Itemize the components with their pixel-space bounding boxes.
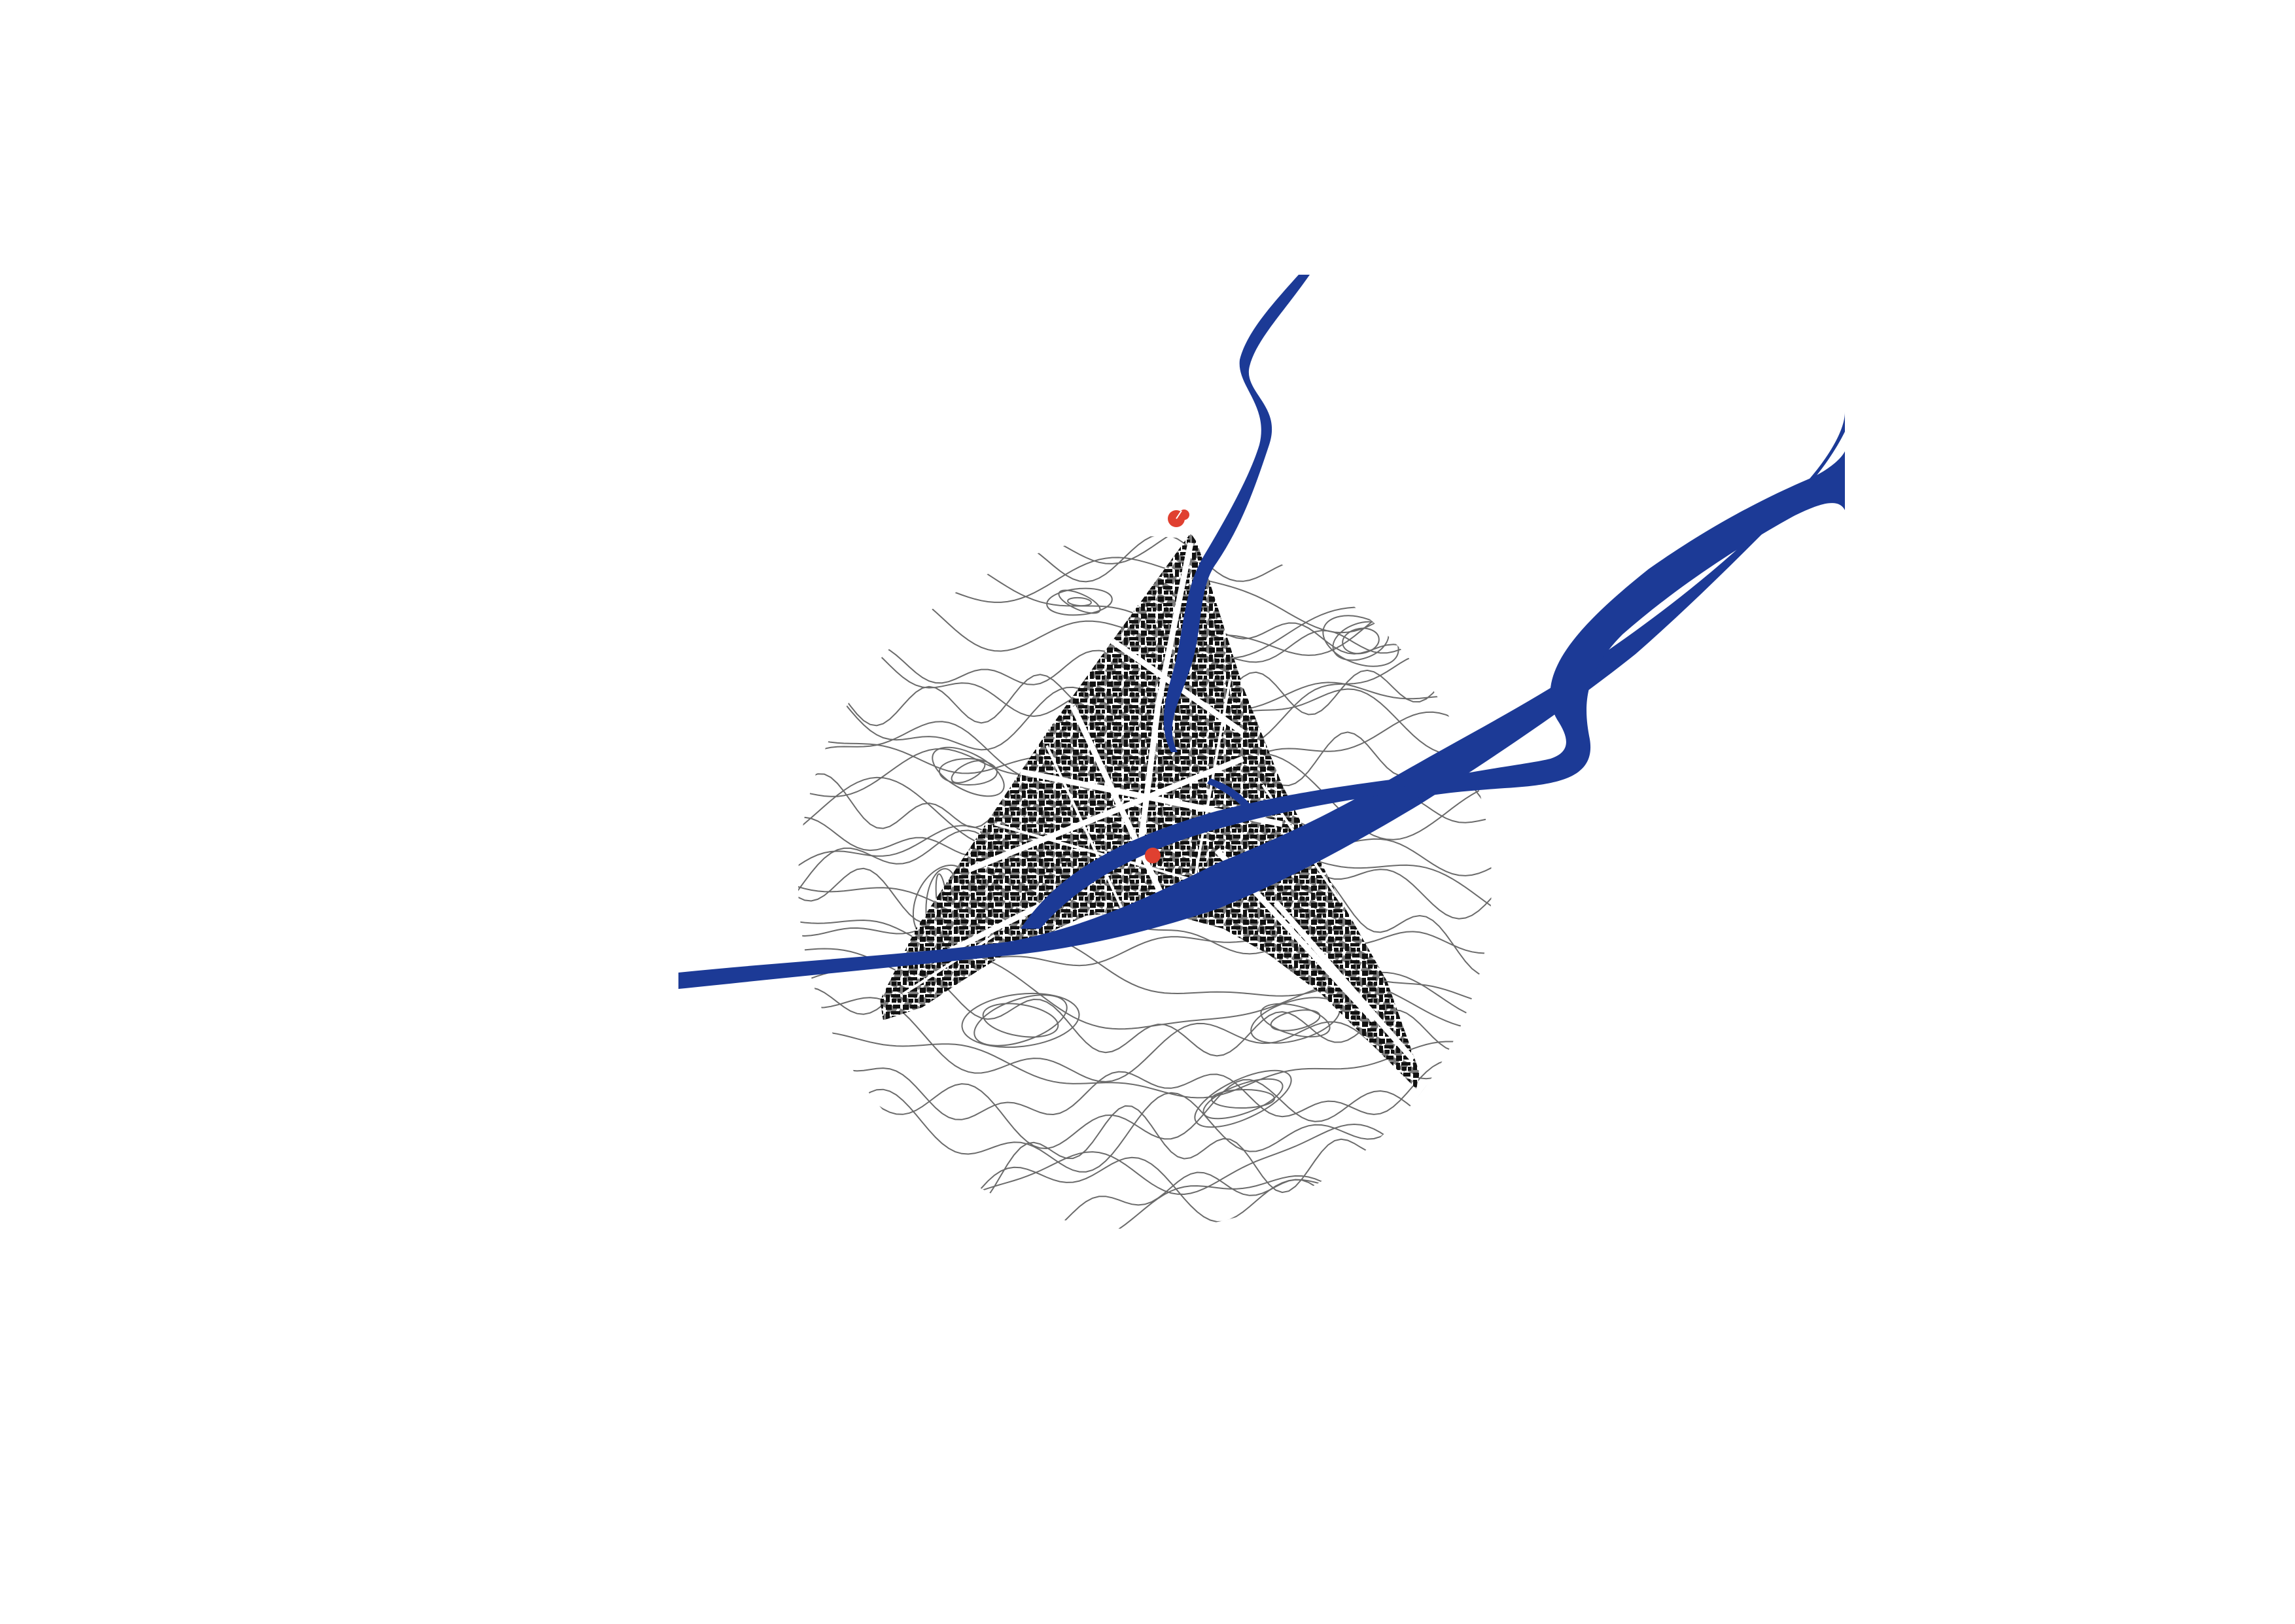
contour-line <box>1187 1059 1299 1139</box>
contour-line <box>785 1117 1505 1247</box>
contour-line <box>968 985 1074 1056</box>
contour-line <box>785 1176 1505 1274</box>
contour-line <box>1068 597 1092 607</box>
contour-line <box>949 756 989 787</box>
contour-line <box>981 999 1060 1042</box>
contour-line <box>1056 585 1103 617</box>
contour-line <box>1212 1089 1274 1109</box>
contour-line <box>939 758 998 785</box>
contour-line <box>959 988 1082 1053</box>
contour-line <box>785 1124 1505 1209</box>
contour-line <box>785 1173 1505 1243</box>
location-pin-icon <box>1145 848 1161 863</box>
contour-line <box>785 494 1505 564</box>
contour-line <box>785 1080 1505 1210</box>
contour-line <box>1316 606 1406 676</box>
location-pin-icon <box>1168 510 1189 527</box>
contour-line <box>1328 615 1394 667</box>
contour-line <box>785 506 1505 610</box>
contour-line <box>1045 586 1113 618</box>
rivers <box>678 275 1845 989</box>
